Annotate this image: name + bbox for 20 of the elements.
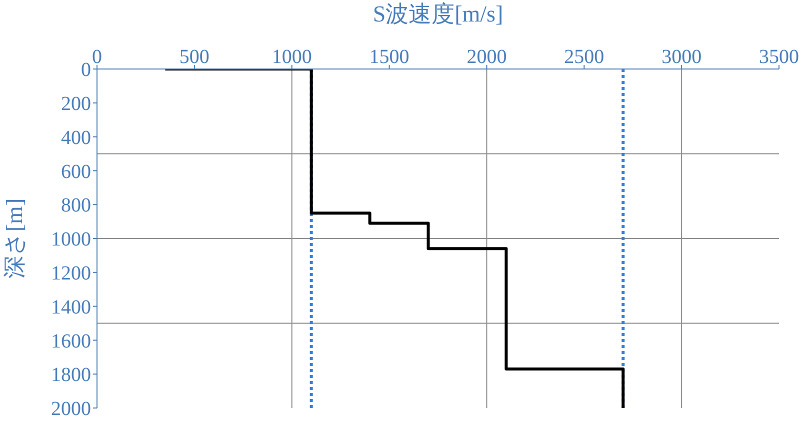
- y-tick-label: 1400: [51, 296, 91, 318]
- y-tick-label: 600: [61, 160, 91, 183]
- x-tick-label: 1500: [369, 46, 410, 68]
- y-tick-label: 2000: [51, 398, 91, 420]
- x-tick-label: 2000: [466, 46, 507, 68]
- y-tick-label: 1200: [51, 262, 91, 284]
- x-tick-label: 1000: [272, 46, 312, 68]
- y-tick-label: 400: [61, 126, 91, 149]
- line-series: [164, 69, 625, 408]
- x-axis-title: S波速度[m/s]: [372, 1, 504, 26]
- y-tick-label: 1000: [51, 228, 91, 251]
- x-tick-label: 2500: [564, 46, 604, 68]
- x-tick-label: 3500: [759, 46, 799, 68]
- y-tick-label: 800: [61, 194, 91, 217]
- y-axis-title: 深さ[m]: [2, 198, 28, 279]
- x-tick-label: 3000: [662, 46, 702, 68]
- y-tick-label: 200: [61, 93, 91, 115]
- y-tick-label: 1600: [51, 330, 91, 352]
- x-tick-label: 500: [179, 46, 210, 68]
- y-tick-label: 1800: [51, 364, 91, 386]
